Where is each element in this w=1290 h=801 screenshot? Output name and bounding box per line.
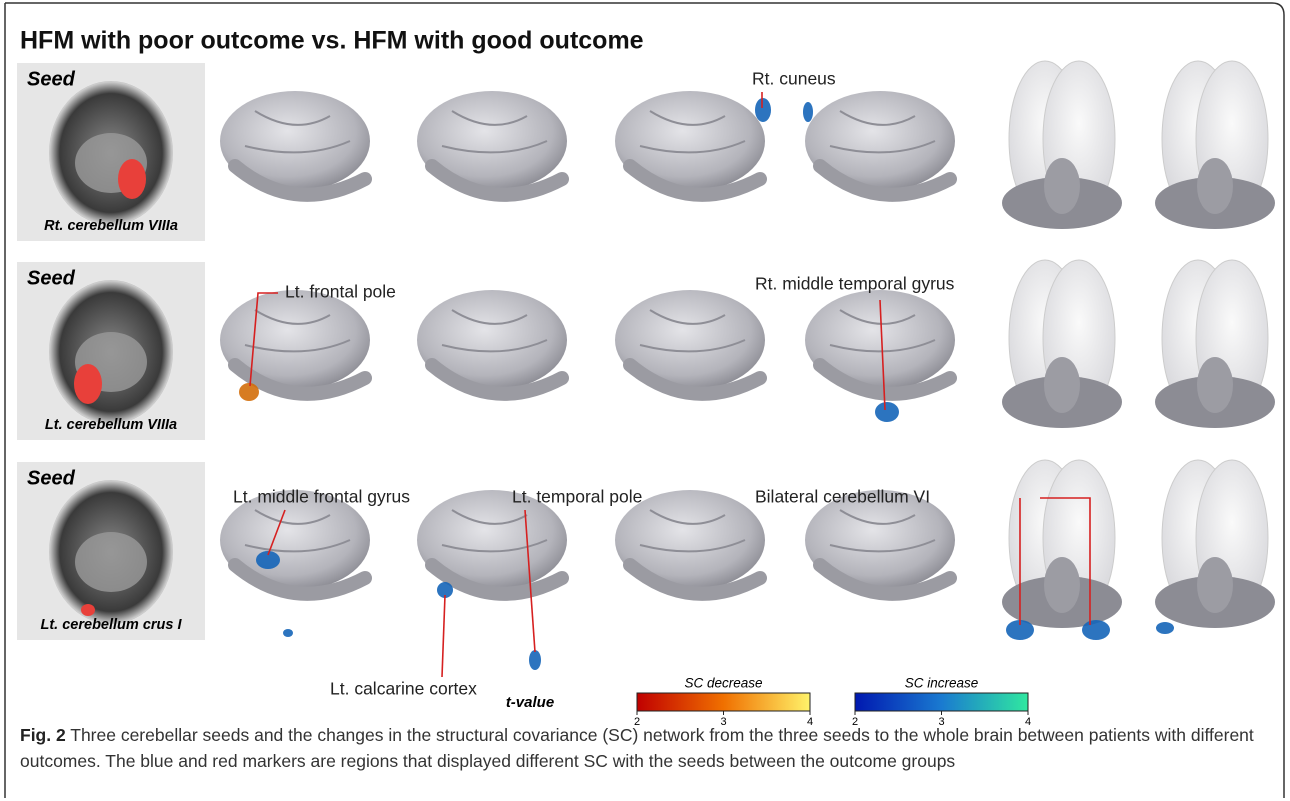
brainstem [1044, 357, 1080, 413]
sc-region-marker [1082, 620, 1110, 640]
caption-label: Fig. 2 [20, 725, 66, 745]
annotation: Lt. calcarine cortex [330, 679, 477, 699]
legend-axis-label: t-value [506, 694, 554, 711]
seed-label: Seed [27, 68, 76, 90]
scale-label: SC increase [905, 676, 979, 691]
seed-label: Seed [27, 467, 76, 489]
sc-region-marker [283, 629, 293, 637]
brainstem [1044, 557, 1080, 613]
annotation: Lt. temporal pole [512, 487, 642, 507]
sc-region-marker [803, 102, 813, 122]
annotation: Rt. middle temporal gyrus [755, 274, 955, 294]
scale-label: SC decrease [684, 676, 762, 691]
seed-region-label: Lt. cerebellum crus I [40, 617, 182, 633]
figure: HFM with poor outcome vs. HFM with good … [0, 0, 1290, 801]
brainstem [1197, 557, 1233, 613]
annotation: Lt. middle frontal gyrus [233, 487, 410, 507]
figure-art: HFM with poor outcome vs. HFM with good … [0, 0, 1290, 801]
colorbar [637, 693, 810, 711]
brainstem [1197, 158, 1233, 214]
annotation: Rt. cuneus [752, 69, 836, 89]
figure-title: HFM with poor outcome vs. HFM with good … [20, 27, 644, 55]
sc-region-marker [529, 650, 541, 670]
sc-region-marker [755, 98, 771, 122]
sc-region-marker [239, 383, 259, 401]
seed-region-label: Lt. cerebellum VIIIa [45, 417, 177, 433]
annotation: Lt. frontal pole [285, 282, 396, 302]
sc-region-marker [875, 402, 899, 422]
brainstem [1197, 357, 1233, 413]
caption-text: Three cerebellar seeds and the changes i… [20, 725, 1254, 771]
caption: Fig. 2 Three cerebellar seeds and the ch… [20, 722, 1275, 774]
row: Seed Lt. cerebellum crus I Lt. middle fron… [17, 460, 1275, 699]
seed-label: Seed [27, 267, 76, 289]
seed-region [74, 364, 102, 404]
colorbar [855, 693, 1028, 711]
seed-region [118, 159, 146, 199]
seed-region-label: Rt. cerebellum VIIIa [44, 218, 178, 234]
row: Seed Lt. cerebellum VIIIa Lt. frontal pole… [17, 260, 1275, 440]
seed-slice-center [75, 532, 147, 592]
sc-region-marker [1156, 622, 1174, 634]
brainstem [1044, 158, 1080, 214]
seed-region [81, 604, 95, 616]
row: Seed Rt. cerebellum VIIIa Rt. cuneus [17, 61, 1275, 241]
annotation-line [442, 595, 445, 677]
annotation: Bilateral cerebellum VI [755, 487, 930, 507]
